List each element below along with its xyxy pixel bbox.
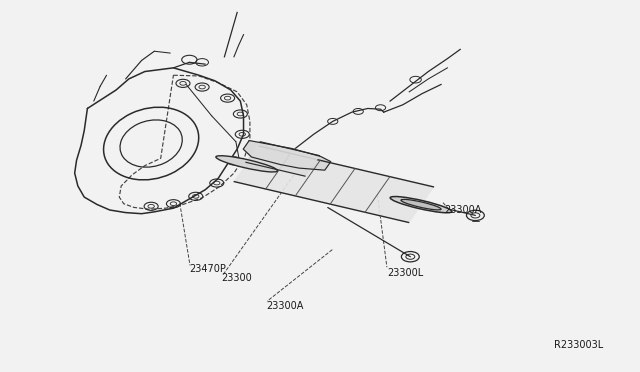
Ellipse shape [390, 196, 452, 213]
Polygon shape [234, 146, 433, 222]
Polygon shape [243, 141, 331, 170]
Text: 23300L: 23300L [387, 268, 423, 278]
Polygon shape [246, 142, 319, 176]
Text: R233003L: R233003L [554, 340, 604, 350]
Text: 23300: 23300 [221, 273, 252, 283]
Ellipse shape [216, 156, 278, 172]
Text: 23470P: 23470P [189, 264, 227, 274]
Text: 23300A: 23300A [266, 301, 303, 311]
Text: 23300A: 23300A [444, 205, 482, 215]
Ellipse shape [401, 199, 441, 210]
